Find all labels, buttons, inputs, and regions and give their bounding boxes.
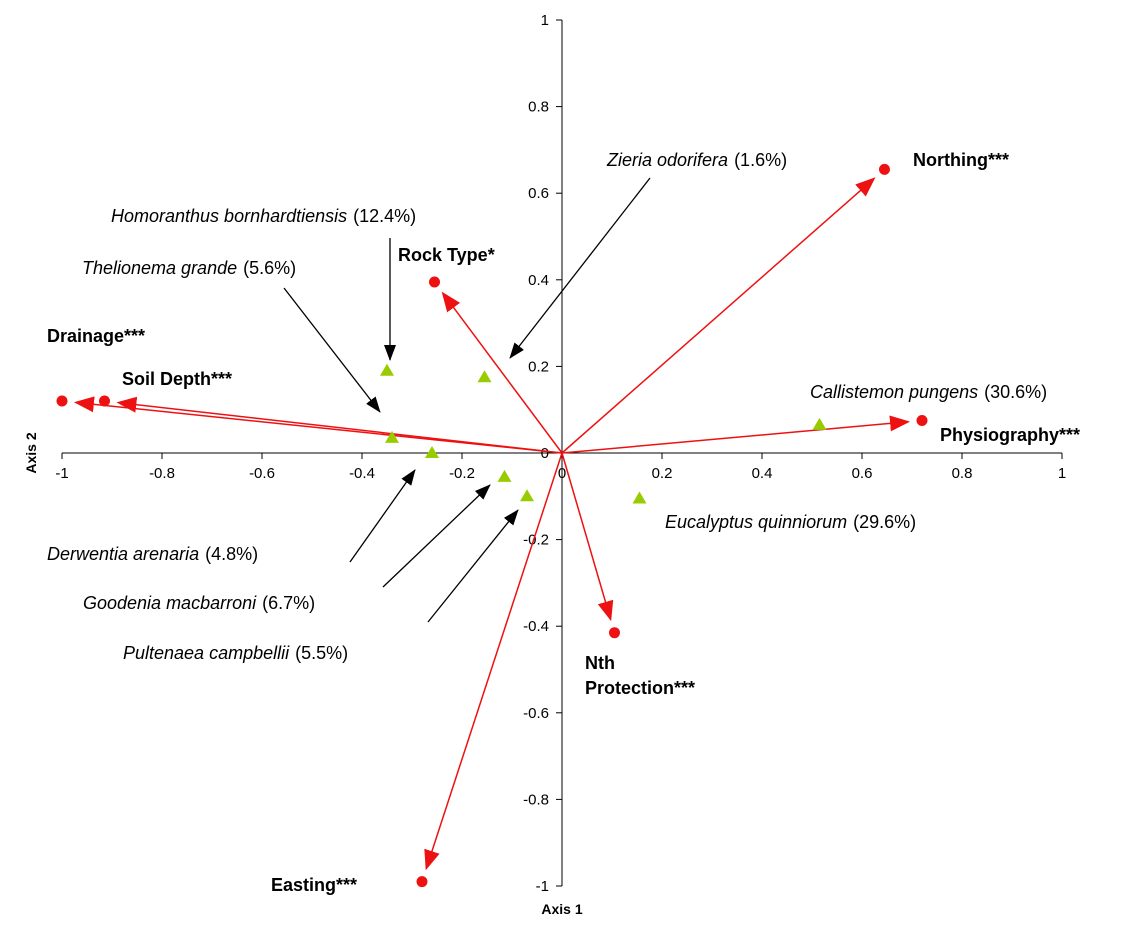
x-tick-label: -0.4	[349, 465, 375, 482]
x-tick-label: 0	[558, 465, 566, 482]
species-points	[380, 363, 827, 504]
species-point	[520, 489, 534, 502]
species-pointer-arrow	[427, 509, 519, 623]
x-tick-label: -0.6	[249, 465, 275, 482]
y-tick-label: 0.6	[528, 185, 549, 202]
species-point	[385, 430, 399, 443]
y-tick-label: 0.8	[528, 99, 549, 116]
species-pointer-arrow	[509, 177, 651, 359]
variable-point	[56, 395, 68, 407]
variable-label: Soil Depth***	[122, 369, 232, 389]
variable-point	[416, 876, 428, 888]
y-tick-label: 1	[541, 12, 549, 29]
variable-point	[99, 395, 110, 407]
y-tick-label: 0	[541, 445, 549, 462]
species-point	[632, 491, 647, 504]
variable-label: Easting***	[271, 875, 357, 895]
x-tick-label: 0.2	[652, 465, 673, 482]
variable-point	[916, 415, 928, 427]
variable-arrow	[424, 452, 563, 871]
variable-label: Nth Protection***	[585, 653, 695, 698]
x-tick-label: 0.8	[952, 465, 973, 482]
y-tick-label: 0.4	[528, 272, 549, 289]
x-tick-label: 0.6	[852, 465, 873, 482]
species-label: Homoranthus bornhardtiensis (12.4%)	[111, 206, 416, 226]
species-point	[477, 370, 492, 383]
species-label: Goodenia macbarroni (6.7%)	[83, 593, 315, 613]
x-tick-label: -0.8	[149, 465, 175, 482]
variable-point	[609, 627, 620, 639]
x-tick-label: 1	[1058, 465, 1066, 482]
species-point	[425, 446, 439, 458]
variable-label: Northing***	[913, 150, 1009, 170]
y-tick-label: 0.2	[528, 358, 549, 375]
species-point	[497, 469, 512, 482]
species-pointer-arrow	[283, 287, 381, 413]
variable-point	[429, 276, 440, 288]
y-tick-label: -1	[536, 878, 549, 895]
chart-labels: Northing*** Rock Type* Drainage*** Soil Dep…	[47, 150, 1080, 895]
species-label: Callistemon pungens (30.6%)	[810, 382, 1047, 402]
variable-label: Physiography***	[940, 425, 1080, 445]
variable-arrow	[561, 415, 911, 454]
axes: -1 -0.8 -0.6 -0.4 -0.2 0 0.2 0.4 0.6 0.8 1 1 0.8 0.6…	[55, 12, 1066, 895]
x-tick-label: -0.2	[449, 465, 475, 482]
species-pointer-arrow	[382, 484, 491, 588]
y-tick-label: -0.4	[523, 618, 549, 635]
species-label: Pultenaea campbellii (5.5%)	[123, 643, 348, 663]
variable-arrow	[561, 177, 876, 454]
species-pointers	[283, 177, 651, 623]
species-label: Thelionema grande (5.6%)	[82, 258, 296, 278]
x-tick-label: -1	[55, 465, 68, 482]
y-axis-ticks: 1 0.8 0.6 0.4 0.2 0 -0.2 -0.4 -0.6 -0.8 -1	[523, 12, 562, 895]
variable-label: Drainage***	[47, 326, 145, 346]
species-pointer-arrow	[349, 469, 416, 563]
y-tick-label: -0.2	[523, 532, 549, 549]
variable-label: Rock Type*	[398, 245, 495, 265]
y-axis-title: Axis 2	[23, 432, 39, 473]
species-label: Eucalyptus quinniorum (29.6%)	[665, 512, 916, 532]
variable-arrow	[561, 452, 614, 622]
y-tick-label: -0.6	[523, 705, 549, 722]
variable-arrow	[116, 396, 563, 454]
variable-arrows	[56, 163, 928, 888]
x-tick-label: 0.4	[752, 465, 773, 482]
x-axis-title: Axis 1	[541, 901, 582, 917]
x-axis-ticks: -1 -0.8 -0.6 -0.4 -0.2 0 0.2 0.4 0.6 0.8 1	[55, 453, 1066, 482]
species-label: Zieria odorifera (1.6%)	[606, 150, 787, 170]
species-point	[380, 363, 394, 376]
y-tick-label: -0.8	[523, 791, 549, 808]
variable-arrow	[441, 291, 563, 454]
species-label: Derwentia arenaria (4.8%)	[47, 544, 258, 564]
variable-point	[879, 163, 890, 175]
species-point	[812, 417, 827, 430]
variable-arrow	[73, 396, 563, 454]
